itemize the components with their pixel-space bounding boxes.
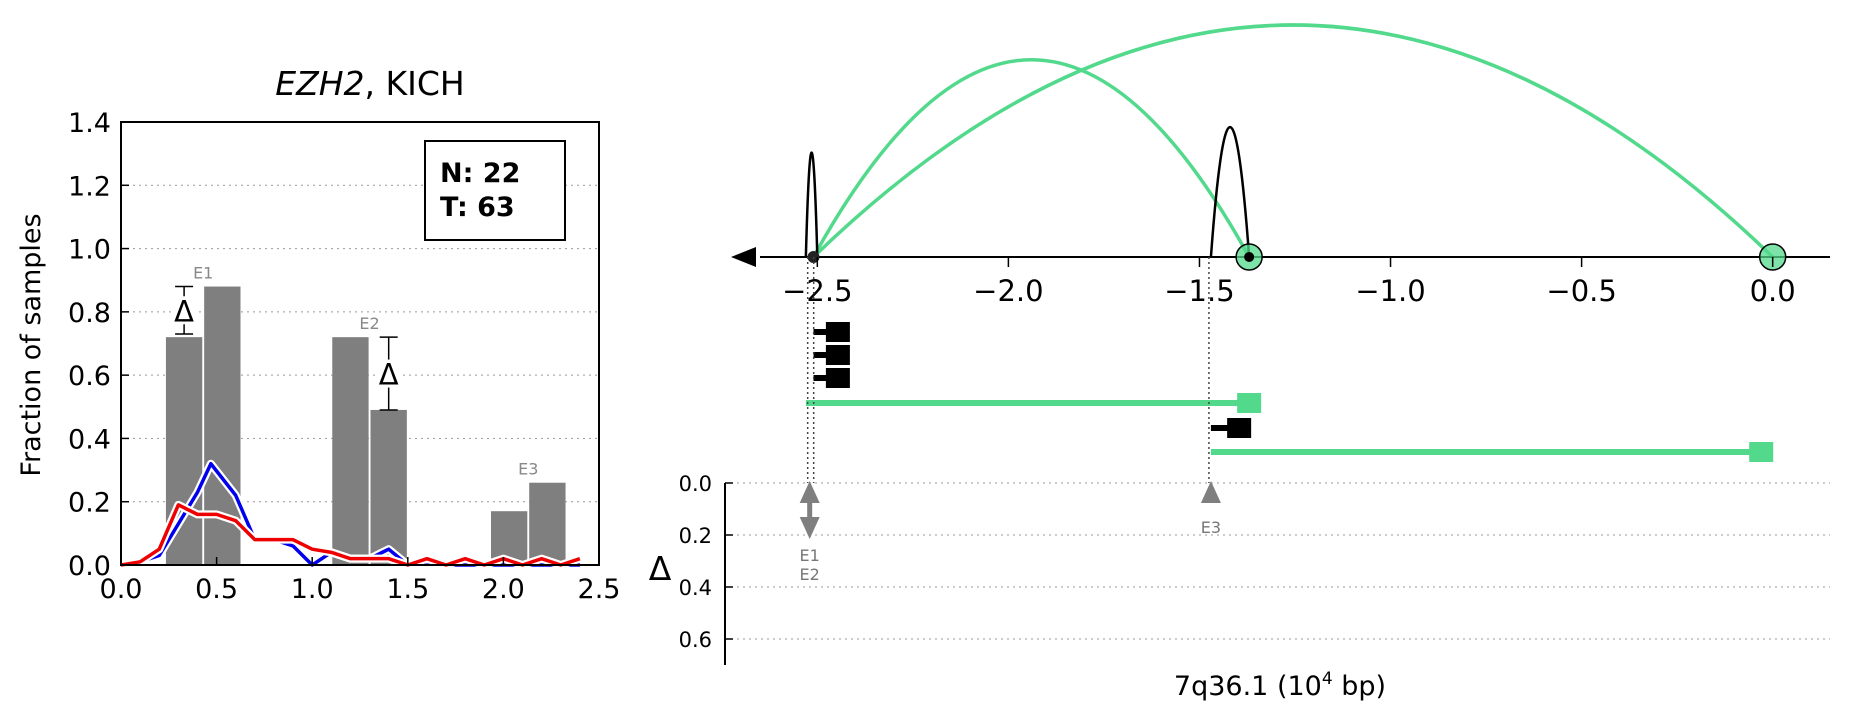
genome-x-ticks: −2.5 −2.0 −1.5 −1.0 −0.5 0.0 — [782, 257, 1796, 308]
junction-arc — [804, 151, 819, 258]
delta-symbol: Δ — [379, 358, 399, 392]
transcript-exon — [825, 322, 850, 342]
exon-marker-up-icon — [799, 481, 820, 503]
legend-n-count: N: 22 — [440, 158, 520, 189]
genome-x-tick-label: −2.5 — [782, 274, 852, 308]
exon-group-label: E3 — [518, 460, 538, 479]
bar — [332, 337, 369, 565]
left-y-tick-label: 0.8 — [68, 298, 111, 329]
left-x-tick-label: 1.0 — [291, 574, 334, 605]
exon-marker-down-icon — [799, 517, 820, 539]
junction-arc — [1209, 126, 1251, 258]
genome-x-tick-label: −0.5 — [1546, 274, 1616, 308]
delta-tick-label: 0.4 — [679, 576, 712, 600]
legend-frame — [424, 140, 566, 241]
legend-t-count: T: 63 — [440, 192, 515, 223]
left-y-tick-label: 1.4 — [68, 108, 111, 139]
left-y-tick-label: 1.0 — [68, 235, 111, 266]
delta-axis-label: Δ — [649, 549, 672, 588]
genome-x-tick-label: −2.0 — [973, 274, 1043, 308]
transcripts-layer — [805, 322, 1774, 462]
left-y-tick-label: 0.0 — [68, 551, 111, 582]
delta-label-bg — [375, 359, 402, 388]
junction-arc — [811, 58, 1251, 258]
bar — [529, 482, 566, 565]
genome-x-tick-label: 0.0 — [1750, 274, 1796, 308]
junction-node-center — [1244, 252, 1255, 262]
transcript-exon — [825, 368, 850, 388]
left-x-tick-label: 2.5 — [578, 574, 621, 605]
transcript-exon — [825, 345, 850, 365]
delta-tick-label: 0.2 — [679, 524, 712, 548]
splice-graph: −2.5 −2.0 −1.5 −1.0 −0.5 0.0 Δ 0.0 0.2 0.4 0.6 E… — [649, 23, 1830, 702]
junction-points — [807, 243, 1787, 271]
delta-symbol: Δ — [174, 294, 194, 328]
left-x-ticks: 0.0 0.5 1.0 1.5 2.0 2.5 — [100, 557, 621, 605]
transcript-exon — [1749, 442, 1774, 462]
strand-arrow-icon — [731, 247, 756, 267]
left-y-tick-label: 0.2 — [68, 488, 111, 519]
left-x-tick-label: 2.0 — [482, 574, 525, 605]
exon-marker-up-icon — [1200, 481, 1221, 503]
bar — [490, 511, 528, 565]
left-y-axis-label: Fraction of samples — [16, 213, 47, 476]
left-x-tick-label: 0.5 — [195, 574, 238, 605]
delta-tick-label: 0.6 — [679, 628, 712, 652]
legend-box: N: 22 T: 63 — [424, 140, 566, 241]
exon-marker-label: E2 — [800, 565, 820, 584]
left-plot-frame — [120, 121, 600, 566]
exon-marker-label: E3 — [1201, 518, 1221, 537]
left-y-tick-label: 1.2 — [68, 171, 111, 202]
left-annotations: E1 Δ E2 Δ E3 — [171, 264, 538, 479]
exon-group-label: E1 — [193, 264, 213, 283]
delta-tick-label: 0.0 — [679, 472, 712, 496]
left-y-tick-label: 0.4 — [68, 424, 111, 455]
left-y-ticks: 0.0 0.2 0.4 0.6 0.8 1.0 1.2 1.4 — [68, 108, 129, 582]
left-y-tick-label: 0.6 — [68, 361, 111, 392]
genome-x-axis-label: 7q36.1 (104 bp) — [1174, 669, 1386, 702]
genome-x-tick-label: −1.0 — [1355, 274, 1425, 308]
delta-label-bg — [171, 296, 198, 325]
bar — [370, 409, 407, 565]
junction-arc — [812, 23, 1774, 259]
left-bars-layer — [165, 286, 566, 565]
left-x-tick-label: 0.0 — [100, 574, 143, 605]
left-x-tick-label: 1.5 — [386, 574, 429, 605]
left-chart-title: EZH2, KICH — [275, 64, 465, 103]
exon-fraction-chart: EZH2, KICH Fraction of samples E1Δ E2ΔE3 … — [16, 64, 620, 605]
transcript-exon — [1227, 418, 1252, 438]
exon-marker-label: E1 — [800, 546, 820, 565]
genome-x-tick-label: −1.5 — [1164, 274, 1234, 308]
delta-axis: Δ 0.0 0.2 0.4 0.6 — [649, 472, 1830, 665]
junction-arcs — [804, 23, 1774, 259]
transcript-exon — [1237, 393, 1262, 413]
exon-group-label: E2 — [359, 314, 379, 333]
